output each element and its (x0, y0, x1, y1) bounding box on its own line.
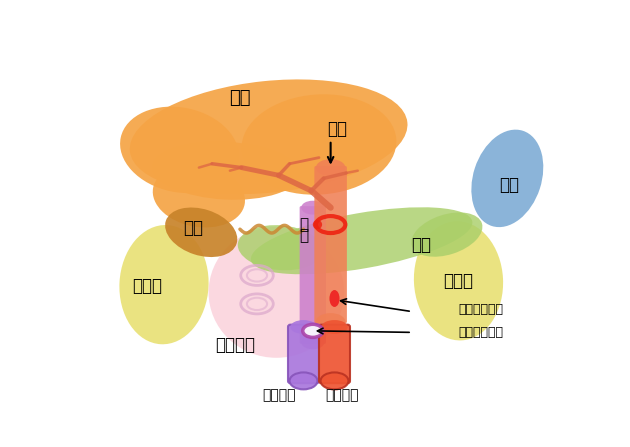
Ellipse shape (414, 221, 503, 341)
Ellipse shape (120, 107, 239, 193)
Text: 左腎臓: 左腎臓 (444, 272, 474, 290)
Text: 肝臓: 肝臓 (229, 89, 251, 107)
Text: 門: 門 (299, 217, 308, 232)
Text: 十二指腸: 十二指腸 (215, 336, 255, 354)
Ellipse shape (251, 207, 472, 274)
Text: 下大動脈: 下大動脈 (326, 388, 359, 402)
Ellipse shape (301, 201, 324, 215)
Ellipse shape (120, 225, 209, 344)
Text: 胆管: 胆管 (327, 120, 347, 138)
Ellipse shape (313, 220, 322, 229)
FancyBboxPatch shape (314, 166, 347, 323)
FancyBboxPatch shape (300, 206, 326, 344)
FancyBboxPatch shape (288, 325, 319, 383)
Text: 上腸間膜静脈: 上腸間膜静脈 (459, 326, 503, 339)
Ellipse shape (242, 94, 396, 195)
Ellipse shape (316, 313, 345, 330)
Ellipse shape (290, 320, 317, 334)
Ellipse shape (290, 372, 318, 389)
Text: 脾臓: 脾臓 (499, 176, 519, 194)
Ellipse shape (165, 207, 238, 257)
Ellipse shape (316, 159, 345, 176)
Ellipse shape (329, 290, 340, 307)
Ellipse shape (209, 227, 344, 358)
FancyBboxPatch shape (319, 325, 350, 383)
Ellipse shape (130, 80, 408, 194)
Ellipse shape (471, 130, 543, 227)
Ellipse shape (301, 335, 324, 349)
Ellipse shape (152, 164, 245, 228)
Text: 脈: 脈 (299, 228, 308, 244)
Ellipse shape (303, 324, 323, 337)
Text: 上腸管脈動脈: 上腸管脈動脈 (459, 303, 503, 316)
Ellipse shape (321, 372, 348, 389)
Ellipse shape (321, 320, 348, 334)
Text: 胆嚢: 胆嚢 (183, 219, 203, 237)
Text: 下大静脈: 下大静脈 (262, 388, 295, 402)
Ellipse shape (152, 142, 299, 200)
Ellipse shape (411, 212, 483, 257)
Text: 右腎臓: 右腎臓 (132, 277, 162, 295)
Ellipse shape (238, 225, 323, 270)
Text: 膵臓: 膵臓 (411, 236, 432, 253)
